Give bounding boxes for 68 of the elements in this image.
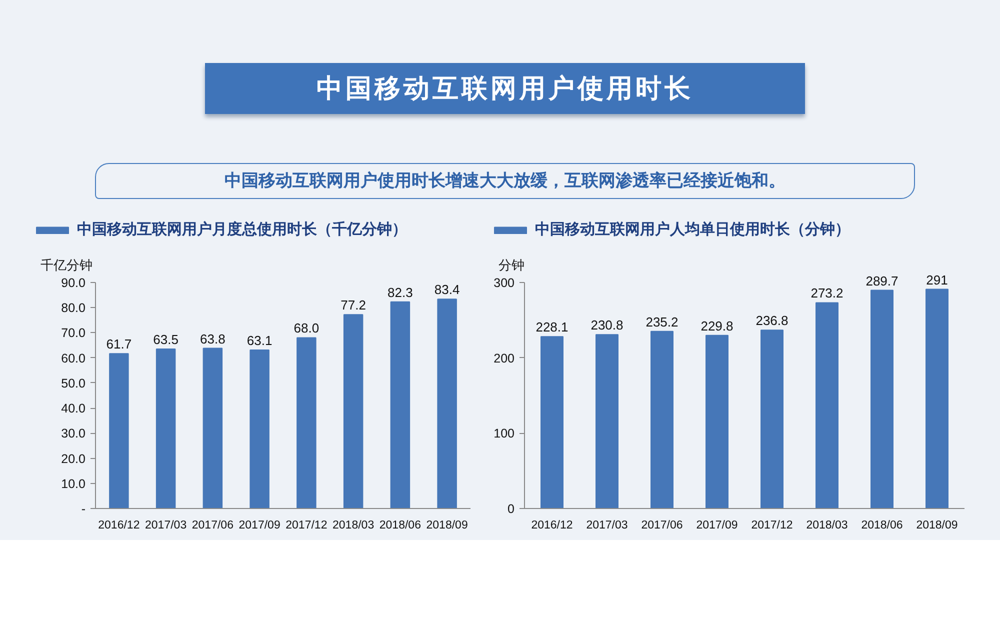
data-label: 77.2	[340, 298, 366, 313]
y-axis-title: 千亿分钟	[40, 258, 92, 272]
x-tick-label: 2017/09	[238, 520, 280, 532]
x-tick-label: 2018/03	[332, 520, 374, 532]
data-label: 228.1	[536, 320, 568, 335]
y-tick-label: 30.0	[61, 426, 86, 441]
bar	[390, 301, 410, 509]
y-tick-label: 200	[494, 351, 515, 366]
x-tick-label: 2018/09	[426, 520, 468, 532]
x-tick-label: 2017/06	[641, 520, 683, 532]
bar	[816, 302, 838, 509]
y-tick-label: 60.0	[61, 351, 86, 366]
bar	[156, 348, 176, 509]
y-tick-label: 70.0	[61, 326, 86, 340]
bar	[706, 334, 728, 509]
x-tick-label: 2017/12	[286, 520, 328, 532]
bar	[437, 298, 457, 509]
x-tick-label: 2018/06	[861, 520, 903, 532]
bar	[250, 350, 270, 509]
y-tick-label: 80.0	[61, 301, 86, 316]
bar	[926, 288, 948, 509]
x-tick-label: 2018/06	[379, 520, 421, 532]
data-label: 230.8	[590, 318, 624, 333]
x-tick-label: 2017/03	[586, 520, 628, 532]
bar	[296, 337, 316, 509]
data-label: 68.0	[294, 320, 320, 336]
y-tick-label: -	[81, 502, 86, 516]
x-tick-label: 2017/06	[192, 520, 234, 532]
x-tick-label: 2017/09	[696, 520, 738, 532]
bar	[760, 330, 784, 509]
x-tick-label: 2017/03	[145, 520, 187, 532]
data-label: 82.3	[388, 284, 413, 300]
data-label: 63.5	[153, 332, 178, 348]
legend-label: 中国移动互联网用户月度总使用时长（千亿分钟）	[77, 220, 407, 239]
y-tick-label: 0	[508, 502, 515, 516]
data-label: 63.1	[246, 333, 272, 348]
x-tick-label: 2016/12	[98, 520, 140, 532]
data-label: 235.2	[646, 314, 678, 330]
y-tick-label: 300	[494, 276, 515, 290]
bar	[202, 348, 223, 509]
data-label: 229.8	[700, 318, 734, 334]
data-label: 291	[926, 272, 948, 288]
x-tick-label: 2016/12	[531, 520, 573, 532]
bar	[650, 330, 674, 509]
y-tick-label: 40.0	[61, 402, 86, 416]
chart-title: 中国移动互联网用户使用时长	[205, 63, 805, 114]
y-tick-label: 100	[494, 426, 515, 441]
x-tick-label: 2017/12	[751, 520, 793, 532]
data-label: 273.2	[810, 286, 844, 301]
legend-label: 中国移动互联网用户人均单日使用时长（分钟）	[535, 220, 850, 239]
bar	[540, 336, 564, 509]
bar	[596, 334, 618, 509]
y-axis-title: 分钟	[498, 258, 524, 272]
y-tick-label: 90.0	[61, 276, 86, 290]
bar	[343, 314, 364, 509]
text: 中国移动互联网用户使用时长增速大大放缓，互联网渗透率已经接近饱和。	[95, 163, 915, 200]
data-label: 289.7	[866, 273, 898, 288]
y-tick-label: 20.0	[61, 452, 86, 466]
data-label: 63.8	[200, 331, 226, 346]
bar	[109, 353, 129, 509]
bar	[870, 290, 894, 509]
data-label: 61.7	[106, 336, 132, 352]
y-tick-label: 10.0	[61, 476, 86, 491]
y-tick-label: 50.0	[61, 376, 86, 390]
x-tick-label: 2018/03	[806, 520, 848, 532]
data-label: 83.4	[434, 282, 460, 298]
x-tick-label: 2018/09	[916, 520, 958, 532]
data-label: 236.8	[756, 313, 788, 328]
